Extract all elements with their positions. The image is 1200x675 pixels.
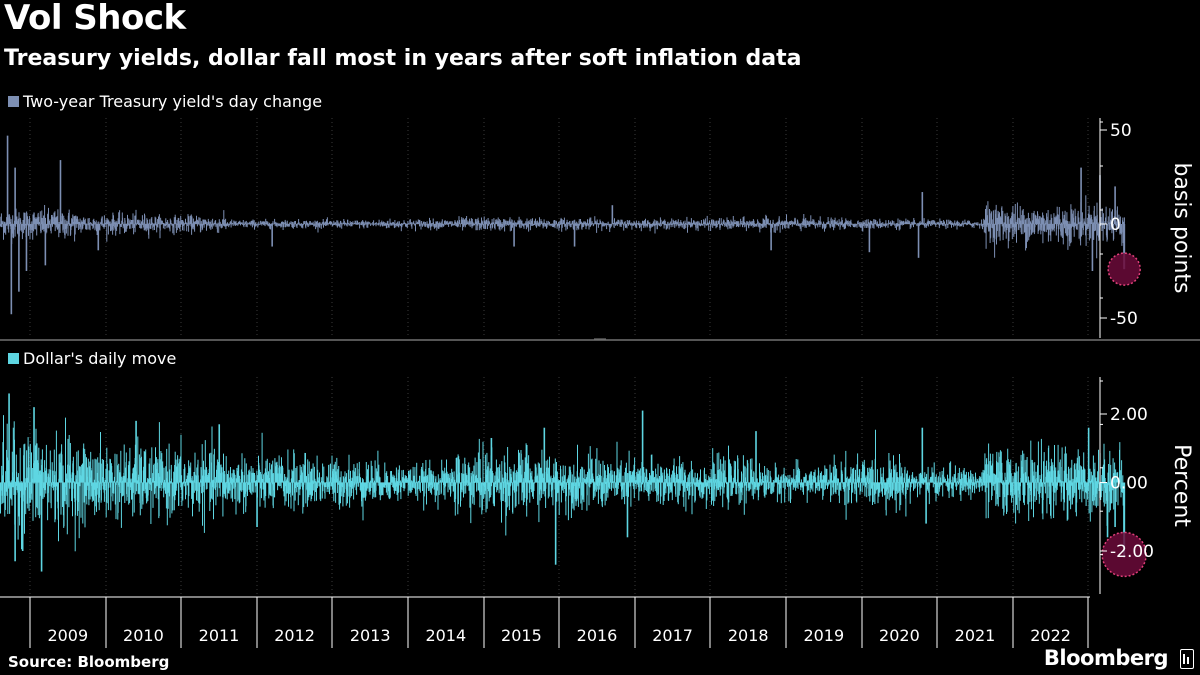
- legend-swatch-yield: [8, 96, 19, 107]
- legend-swatch-dollar: [8, 353, 19, 364]
- legend-label-yield: Two-year Treasury yield's day change: [23, 92, 323, 111]
- legend-label-dollar: Dollar's daily move: [23, 349, 177, 368]
- y-tick-label: 0: [1110, 215, 1121, 235]
- y-tick-label: -50: [1110, 309, 1138, 329]
- chart-title: Vol Shock: [4, 0, 186, 38]
- chart-subtitle: Treasury yields, dollar fall most in yea…: [4, 46, 802, 71]
- y-tick-label: 50: [1110, 121, 1132, 141]
- y-axis-label: basis points: [1169, 162, 1194, 293]
- legend-top: Two-year Treasury yield's day change: [8, 92, 322, 111]
- highlight-circle: [1107, 252, 1141, 286]
- legend-bottom: Dollar's daily move: [8, 349, 176, 368]
